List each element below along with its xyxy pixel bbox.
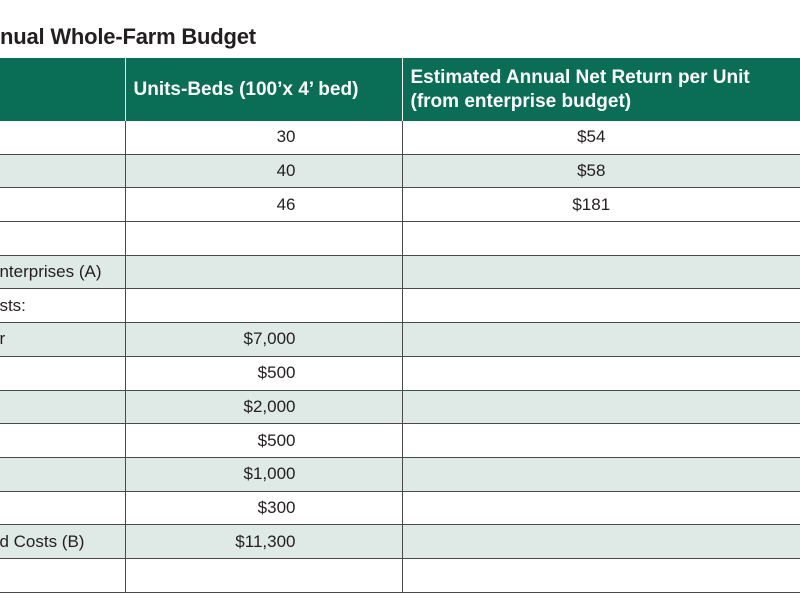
header-return: Estimated Annual Net Return per Unit (fr… xyxy=(402,58,800,121)
table-row: 40 $58 xyxy=(0,154,800,189)
row-units: $1,000 xyxy=(125,457,403,492)
row-units: $7,000 xyxy=(125,322,403,357)
header-units: Units-Beds (100’x 4’ bed) xyxy=(125,58,403,121)
row-label xyxy=(0,423,126,458)
header-return-line1: Estimated Annual Net Return per Unit xyxy=(410,66,750,88)
row-return xyxy=(402,288,800,324)
row-units: 46 xyxy=(125,187,403,223)
row-units: $500 xyxy=(125,423,403,458)
row-label xyxy=(0,491,126,526)
table-row: or $7,000 xyxy=(0,322,800,357)
row-label: ad Costs (B) xyxy=(0,524,126,559)
row-label: or xyxy=(0,322,126,357)
row-return xyxy=(402,558,800,593)
table-row xyxy=(0,558,800,593)
row-units: 40 xyxy=(125,154,403,189)
row-label xyxy=(0,457,126,492)
row-return: $58 xyxy=(402,154,800,189)
row-units: $11,300 xyxy=(125,524,403,559)
row-return xyxy=(402,524,800,559)
table-row: $1,000 xyxy=(0,457,800,492)
row-units xyxy=(125,221,403,256)
table-row: $500 xyxy=(0,423,800,458)
row-label xyxy=(0,558,126,593)
row-label xyxy=(0,390,126,425)
table-row: 30 $54 xyxy=(0,121,800,155)
row-units xyxy=(125,558,403,593)
table-row: $300 xyxy=(0,491,800,526)
row-return xyxy=(402,356,800,391)
budget-table: Units-Beds (100’x 4’ bed) Estimated Annu… xyxy=(0,58,800,593)
row-label: enterprises (A) xyxy=(0,255,126,290)
row-return xyxy=(402,221,800,256)
row-return: $54 xyxy=(402,121,800,155)
row-return xyxy=(402,390,800,425)
table-title: nual Whole-Farm Budget xyxy=(0,24,256,49)
row-return xyxy=(402,457,800,492)
row-return xyxy=(402,322,800,357)
row-return: $181 xyxy=(402,187,800,223)
table-row: $500 xyxy=(0,356,800,391)
header-return-line2: (from enterprise budget) xyxy=(410,90,632,112)
table-row: enterprises (A) xyxy=(0,255,800,290)
table-row: ad Costs (B) $11,300 xyxy=(0,524,800,559)
row-units: $300 xyxy=(125,491,403,526)
row-label xyxy=(0,221,126,256)
row-units xyxy=(125,255,403,290)
row-units: $2,000 xyxy=(125,390,403,425)
table-row: 46 $181 xyxy=(0,187,800,223)
row-units: $500 xyxy=(125,356,403,391)
row-label xyxy=(0,187,126,223)
row-label xyxy=(0,356,126,391)
table-row: $2,000 xyxy=(0,390,800,425)
row-return xyxy=(402,491,800,526)
row-label xyxy=(0,154,126,189)
row-label xyxy=(0,121,126,155)
row-label: osts: xyxy=(0,288,126,324)
table-row: osts: xyxy=(0,288,800,324)
row-units: 30 xyxy=(125,121,403,155)
header-row: Units-Beds (100’x 4’ bed) Estimated Annu… xyxy=(0,58,800,121)
row-return xyxy=(402,255,800,290)
table-row xyxy=(0,221,800,256)
row-units xyxy=(125,288,403,324)
row-return xyxy=(402,423,800,458)
header-item xyxy=(0,58,126,121)
